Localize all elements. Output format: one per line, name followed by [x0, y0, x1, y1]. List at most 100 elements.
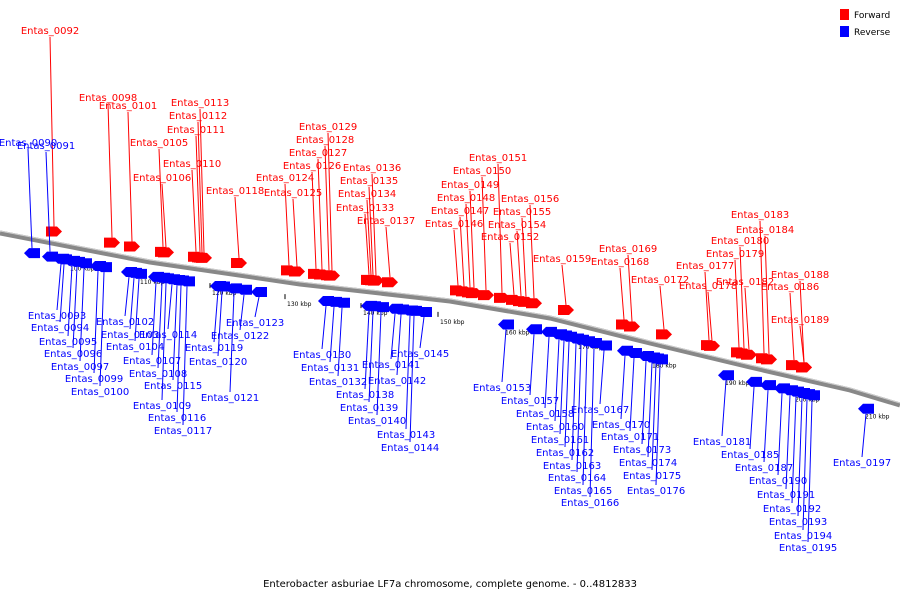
- reverse-gene-label[interactable]: Entas_0119: [185, 343, 243, 354]
- reverse-gene-label[interactable]: Entas_0104: [106, 342, 164, 353]
- forward-gene-label[interactable]: Entas_0156: [501, 194, 559, 205]
- reverse-gene-label[interactable]: Entas_0142: [368, 376, 426, 387]
- forward-gene-label[interactable]: Entas_0105: [130, 138, 188, 149]
- reverse-gene-label[interactable]: Entas_0197: [833, 458, 891, 469]
- reverse-gene-label[interactable]: Entas_0114: [139, 330, 197, 341]
- forward-gene-label[interactable]: Entas_0127: [289, 148, 347, 159]
- reverse-gene-label[interactable]: Entas_0192: [763, 504, 821, 515]
- reverse-gene-label[interactable]: Entas_0099: [65, 374, 123, 385]
- reverse-gene-label[interactable]: Entas_0185: [721, 450, 779, 461]
- reverse-gene-label[interactable]: Entas_0121: [201, 393, 259, 404]
- reverse-gene-label[interactable]: Entas_0193: [769, 517, 827, 528]
- reverse-gene-label[interactable]: Entas_0130: [293, 350, 351, 361]
- forward-gene-label[interactable]: Entas_0110: [163, 159, 221, 170]
- reverse-gene-label[interactable]: Entas_0138: [336, 390, 394, 401]
- forward-gene-label[interactable]: Entas_0146: [425, 219, 483, 230]
- reverse-gene-label[interactable]: Entas_0187: [735, 463, 793, 474]
- forward-gene-label[interactable]: Entas_0180: [711, 236, 769, 247]
- forward-gene-label[interactable]: Entas_0154: [488, 220, 546, 231]
- forward-gene-label[interactable]: Entas_0149: [441, 180, 499, 191]
- reverse-gene-label[interactable]: Entas_0163: [543, 461, 601, 472]
- forward-gene-label[interactable]: Entas_0134: [338, 189, 396, 200]
- reverse-gene-label[interactable]: Entas_0195: [779, 543, 837, 554]
- forward-gene-label[interactable]: Entas_0189: [771, 315, 829, 326]
- reverse-gene-label[interactable]: Entas_0191: [757, 490, 815, 501]
- reverse-gene-label[interactable]: Entas_0161: [531, 435, 589, 446]
- forward-gene-label[interactable]: Entas_0124: [256, 173, 314, 184]
- reverse-gene-label[interactable]: Entas_0171: [601, 432, 659, 443]
- reverse-gene-label[interactable]: Entas_0160: [526, 422, 584, 433]
- forward-gene-label[interactable]: Entas_0126: [283, 161, 341, 172]
- reverse-gene-label[interactable]: Entas_0170: [592, 420, 650, 431]
- forward-gene-label[interactable]: Entas_0152: [481, 232, 539, 243]
- reverse-gene-label[interactable]: Entas_0096: [44, 349, 102, 360]
- reverse-gene-label[interactable]: Entas_0139: [340, 403, 398, 414]
- reverse-gene-label[interactable]: Entas_0108: [129, 369, 187, 380]
- reverse-gene-label[interactable]: Entas_0141: [362, 360, 420, 371]
- forward-gene-label[interactable]: Entas_0159: [533, 254, 591, 265]
- forward-gene-label[interactable]: Entas_0182: [716, 277, 774, 288]
- forward-gene-label[interactable]: Entas_0147: [431, 206, 489, 217]
- reverse-gene-label[interactable]: Entas_0095: [39, 337, 97, 348]
- reverse-gene-label[interactable]: Entas_0131: [301, 363, 359, 374]
- forward-gene-label[interactable]: Entas_0128: [296, 135, 354, 146]
- reverse-gene-label[interactable]: Entas_0122: [211, 331, 269, 342]
- reverse-gene-label[interactable]: Entas_0144: [381, 443, 439, 454]
- reverse-gene-label[interactable]: Entas_0093: [28, 311, 86, 322]
- forward-gene-label[interactable]: Entas_0188: [771, 270, 829, 281]
- forward-gene-label[interactable]: Entas_0135: [340, 176, 398, 187]
- forward-gene-label[interactable]: Entas_0169: [599, 244, 657, 255]
- reverse-gene-label[interactable]: Entas_0102: [96, 317, 154, 328]
- reverse-gene-label[interactable]: Entas_0157: [501, 396, 559, 407]
- forward-gene-label[interactable]: Entas_0184: [736, 225, 794, 236]
- reverse-gene-label[interactable]: Entas_0103: [101, 330, 159, 341]
- forward-gene-label[interactable]: Entas_0092: [21, 26, 79, 37]
- reverse-gene-label[interactable]: Entas_0164: [548, 473, 606, 484]
- forward-gene-label[interactable]: Entas_0133: [336, 203, 394, 214]
- reverse-gene-label[interactable]: Entas_0158: [516, 409, 574, 420]
- forward-gene-label[interactable]: Entas_0151: [469, 153, 527, 164]
- reverse-gene-label[interactable]: Entas_0100: [71, 387, 129, 398]
- reverse-gene-label[interactable]: Entas_0175: [623, 471, 681, 482]
- reverse-gene-label[interactable]: Entas_0090: [0, 138, 57, 149]
- reverse-gene-label[interactable]: Entas_0109: [133, 401, 191, 412]
- reverse-gene-label[interactable]: Entas_0132: [309, 377, 367, 388]
- forward-gene-label[interactable]: Entas_0113: [171, 98, 229, 109]
- reverse-gene-label[interactable]: Entas_0190: [749, 476, 807, 487]
- reverse-gene-label[interactable]: Entas_0117: [154, 426, 212, 437]
- reverse-gene-label[interactable]: Entas_0116: [148, 413, 206, 424]
- reverse-gene-label[interactable]: Entas_0176: [627, 486, 685, 497]
- reverse-gene-label[interactable]: Entas_0107: [123, 356, 181, 367]
- reverse-gene-label[interactable]: Entas_0145: [391, 349, 449, 360]
- forward-gene-label[interactable]: Entas_0148: [437, 193, 495, 204]
- forward-gene-label[interactable]: Entas_0179: [706, 249, 764, 260]
- reverse-gene-label[interactable]: Entas_0174: [619, 458, 677, 469]
- forward-gene-label[interactable]: Entas_0168: [591, 257, 649, 268]
- reverse-gene-label[interactable]: Entas_0153: [473, 383, 531, 394]
- forward-gene-label[interactable]: Entas_0186: [761, 282, 819, 293]
- forward-gene-label[interactable]: Entas_0178: [679, 281, 737, 292]
- forward-gene-label[interactable]: Entas_0177: [676, 261, 734, 272]
- reverse-gene-label[interactable]: Entas_0143: [377, 430, 435, 441]
- forward-gene-label[interactable]: Entas_0098: [79, 93, 137, 104]
- forward-gene-label[interactable]: Entas_0150: [453, 166, 511, 177]
- forward-gene-label[interactable]: Entas_0155: [493, 207, 551, 218]
- reverse-gene-label[interactable]: Entas_0166: [561, 498, 619, 509]
- reverse-gene-label[interactable]: Entas_0091: [17, 141, 75, 152]
- forward-gene-label[interactable]: Entas_0106: [133, 173, 191, 184]
- forward-gene-label[interactable]: Entas_0129: [299, 122, 357, 133]
- reverse-gene-label[interactable]: Entas_0120: [189, 357, 247, 368]
- forward-gene-label[interactable]: Entas_0118: [206, 186, 264, 197]
- reverse-gene-label[interactable]: Entas_0123: [226, 318, 284, 329]
- reverse-gene-label[interactable]: Entas_0097: [51, 362, 109, 373]
- reverse-gene-label[interactable]: Entas_0173: [613, 445, 671, 456]
- forward-gene-label[interactable]: Entas_0111: [167, 125, 225, 136]
- forward-gene-label[interactable]: Entas_0183: [731, 210, 789, 221]
- forward-gene-label[interactable]: Entas_0101: [99, 101, 157, 112]
- forward-gene-label[interactable]: Entas_0125: [264, 188, 322, 199]
- reverse-gene-label[interactable]: Entas_0140: [348, 416, 406, 427]
- reverse-gene-label[interactable]: Entas_0162: [536, 448, 594, 459]
- reverse-gene-label[interactable]: Entas_0167: [571, 405, 629, 416]
- reverse-gene-label[interactable]: Entas_0115: [144, 381, 202, 392]
- forward-gene-label[interactable]: Entas_0112: [169, 111, 227, 122]
